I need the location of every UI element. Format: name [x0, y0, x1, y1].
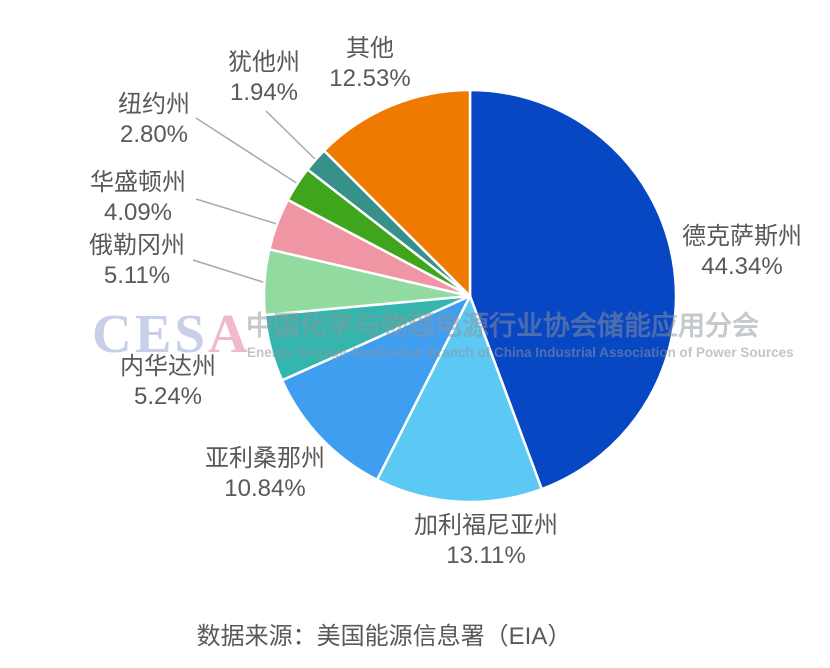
data-source-note: 数据来源：美国能源信息署（EIA） [196, 623, 572, 650]
slice-percent: 13.11% [446, 542, 526, 569]
leader-line-new-york [195, 117, 299, 185]
slice-name: 德克萨斯州 [682, 223, 802, 250]
slice-percent: 44.34% [701, 253, 783, 280]
slice-percent: 5.24% [133, 383, 203, 410]
slice-label-oregon: 俄勒冈州 5.11% [89, 231, 185, 291]
slice-percent: 5.11% [103, 262, 171, 289]
leader-line-oregon [192, 259, 267, 284]
slice-label-texas: 德克萨斯州 44.34% [682, 222, 802, 282]
pie-slice-california [375, 294, 543, 504]
pie-slice-other [322, 88, 472, 298]
slice-percent: 12.53% [329, 65, 411, 92]
slice-name: 亚利桑那州 [205, 445, 325, 472]
slice-name: 纽约州 [118, 91, 190, 118]
slice-name: 内华达州 [120, 353, 216, 380]
slice-percent: 1.94% [229, 79, 299, 106]
slice-name: 犹他州 [228, 49, 300, 76]
slice-percent: 2.80% [119, 121, 189, 148]
slice-label-other: 其他 12.53% [329, 34, 410, 94]
slice-name: 其他 [346, 35, 394, 62]
slice-label-arizona: 亚利桑那州 10.84% [205, 444, 325, 504]
slice-label-california: 加利福尼亚州 13.11% [414, 511, 558, 571]
slice-label-utah: 犹他州 1.94% [228, 48, 300, 108]
leader-line-washington [195, 198, 278, 225]
slice-label-washington: 华盛顿州 4.09% [90, 168, 186, 228]
slice-name: 加利福尼亚州 [414, 512, 558, 539]
slice-name: 华盛顿州 [90, 169, 186, 196]
pie-slice-texas [468, 88, 678, 491]
slice-percent: 10.84% [224, 475, 306, 502]
slice-label-nevada: 内华达州 5.24% [120, 352, 216, 412]
leader-line-utah [265, 110, 318, 162]
slice-name: 俄勒冈州 [89, 232, 185, 259]
pie-slices [262, 88, 678, 504]
leader-lines [192, 110, 318, 284]
slice-label-new-york: 纽约州 2.80% [118, 90, 190, 150]
slice-percent: 4.09% [103, 199, 173, 226]
pie-slice-arizona [280, 294, 472, 482]
